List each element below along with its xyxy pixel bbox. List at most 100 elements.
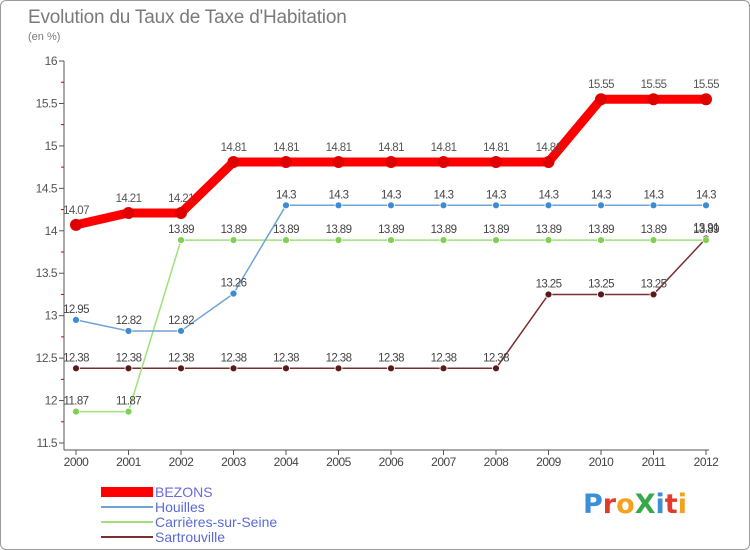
data-label: 13.89 [588,224,614,236]
y-tick-label: 15 [45,139,58,153]
data-point [72,316,80,324]
data-point [177,236,185,245]
logo-letter: r [602,489,617,520]
data-point [334,201,343,210]
data-label: 12.38 [431,352,457,364]
data-point [387,201,395,210]
legend-item: Houilles [101,499,361,515]
data-point [177,327,185,335]
data-point [229,364,238,373]
data-label: 14.81 [378,142,404,154]
data-point [492,236,500,245]
data-point [229,289,238,298]
data-label: 13.89 [483,224,509,236]
x-tick-label: 2009 [536,455,562,469]
data-point [439,201,448,210]
unit-label: (en %) [28,31,61,43]
x-tick-label: 2011 [642,455,667,469]
data-label: 12.38 [221,352,247,364]
data-point [124,407,133,416]
logo-letter: i [677,489,687,520]
data-point [280,156,292,169]
data-label: 12.95 [63,304,89,316]
data-label: 13.89 [536,224,562,236]
data-label: 14.21 [116,193,142,205]
data-label: 12.38 [63,352,89,364]
data-label: 15.55 [588,79,614,91]
x-tick-label: 2006 [379,455,405,469]
data-label: 14.3 [644,189,664,201]
data-point [387,236,395,245]
data-point [177,364,185,373]
data-label: 15.55 [693,79,719,91]
legend: BEZONS Houilles Carrières-sur-Seine Sartrou… [101,484,361,545]
chart-title: Evolution du Taux de Taxe d'Habitation [28,7,347,28]
data-point [282,236,290,245]
data-label: 11.87 [64,396,89,408]
data-point [702,236,710,245]
data-label: 12.38 [378,352,404,364]
proxiti-logo: ProXiti [583,489,687,520]
logo-letter: o [616,489,635,520]
x-tick-label: 2005 [326,455,352,469]
legend-label: Houilles [155,499,205,515]
y-tick-label: 13 [45,309,58,323]
data-label: 15.55 [641,79,667,91]
data-label: 12.38 [116,352,142,364]
data-point [544,290,553,299]
data-point [227,156,240,169]
data-point [70,218,82,231]
data-point [649,201,658,210]
data-label: 13.26 [221,278,247,290]
x-tick-label: 2004 [274,455,300,469]
legend-swatch [101,487,153,497]
x-tick-label: 2008 [484,455,510,469]
data-label: 14.3 [696,189,716,201]
data-point [597,236,605,245]
series-line-3 [75,237,707,370]
legend-swatch [101,506,153,508]
y-tick-label: 14.5 [36,181,58,195]
data-point [124,364,133,373]
data-point [647,93,660,106]
data-point [544,236,553,245]
data-point [649,290,658,299]
x-tick-label: 2010 [589,455,615,469]
data-label: 14.81 [483,142,509,154]
data-label: 12.82 [168,315,194,327]
legend-item: Sartrouville [101,529,361,545]
logo-letter: i [655,489,665,520]
data-label: 12.38 [273,352,299,364]
data-point [439,364,448,373]
data-label: 13.89 [273,224,299,236]
data-label: 13.89 [221,224,247,236]
data-label: 14.81 [221,142,247,154]
data-point [542,156,555,169]
data-label: 13.89 [168,224,194,236]
data-point [439,236,448,245]
y-tick-label: 11.5 [37,436,58,450]
y-tick-label: 15.5 [36,96,58,110]
data-point [544,201,553,210]
data-point [229,236,238,245]
y-tick-label: 13.5 [36,266,58,280]
data-label: 13.25 [641,278,667,290]
data-point [490,156,502,169]
x-tick-label: 2003 [221,455,247,469]
data-label: 14.81 [273,142,299,154]
data-point [492,364,500,373]
legend-label: BEZONS [155,484,213,500]
data-point [175,206,187,219]
x-tick-label: 2012 [694,455,720,469]
data-label: 13.89 [326,224,352,236]
y-tick-label: 12.5 [36,351,58,365]
legend-label: Sartrouville [155,529,226,545]
data-point [492,201,500,210]
x-tick-label: 2007 [431,455,457,469]
data-point [282,201,290,210]
data-point [72,364,80,373]
data-label: 13.25 [588,278,614,290]
data-point [595,93,607,106]
data-label: 13.89 [693,224,719,236]
y-tick-label: 14 [45,224,58,238]
